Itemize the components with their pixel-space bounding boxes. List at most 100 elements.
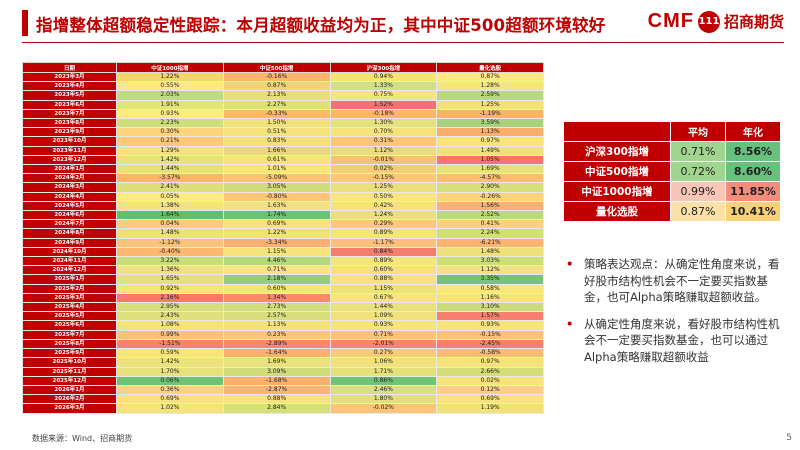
row-value-cell: 1.15% xyxy=(222,246,331,258)
bullet-icon: • xyxy=(566,257,574,271)
row-value-cell: 0.29% xyxy=(329,219,438,230)
row-value-cell: 2.90% xyxy=(436,182,544,193)
table-row: 2023年11月 1.29% 1.66% 1.12% 1.49% xyxy=(22,145,544,156)
table-row: 2025年8月 -1.51% -2.89% -2.01% -2.45% xyxy=(22,338,544,350)
row-value-cell: 1.69% xyxy=(436,164,544,175)
row-date: 2025年2月 xyxy=(22,283,117,294)
summary-row: 中证1000指增 0.99% 11.85% xyxy=(563,181,781,202)
row-value-cell: 1.24% xyxy=(329,210,438,221)
summary-avg: 0.99% xyxy=(670,181,726,202)
row-value-cell: 1.48% xyxy=(116,228,224,239)
header-quant: 量化选股 xyxy=(436,62,544,73)
row-value-cell: 0.87% xyxy=(222,81,331,92)
row-value-cell: 0.23% xyxy=(222,329,331,340)
row-value-cell: 0.94% xyxy=(329,71,438,83)
row-value-cell: 0.71% xyxy=(329,329,438,340)
row-value-cell: 0.93% xyxy=(329,320,438,331)
summary-row: 沪深300指增 0.71% 8.56% xyxy=(563,141,781,162)
row-value-cell: 0.21% xyxy=(116,136,224,147)
note-text: 策略表达观点：从确定性角度来说，看好股市结构性机会不一定要买指数基金，也可Alp… xyxy=(584,257,780,304)
row-value-cell: 2.13% xyxy=(222,90,331,101)
row-value-cell: 0.02% xyxy=(436,375,544,386)
row-value-cell: 1.34% xyxy=(222,292,331,304)
row-value-cell: -3.34% xyxy=(222,237,331,248)
row-value-cell: 0.88% xyxy=(222,394,331,405)
table-row: 2026年3月 1.02% 2.84% -0.02% 1.19% xyxy=(22,403,544,414)
note-text: 从确定性角度来说，看好股市结构性机会不一定要买指数基金，也可以通过Alpha策略… xyxy=(584,316,780,364)
table-row: 2023年6月 1.91% 2.27% 1.52% 1.25% xyxy=(22,99,544,110)
row-date: 2024年3月 xyxy=(22,182,117,193)
summary-label: 中证500指增 xyxy=(563,161,671,182)
row-value-cell: 3.22% xyxy=(116,256,224,267)
row-value-cell: 0.86% xyxy=(329,375,438,386)
row-value-cell: 0.97% xyxy=(436,136,544,147)
summary-label: 量化选股 xyxy=(563,201,671,222)
row-value-cell: -5.09% xyxy=(222,173,331,184)
row-value-cell: 1.09% xyxy=(329,311,438,322)
table-row: 2023年7月 0.93% -0.33% -0.18% -1.19% xyxy=(22,108,544,120)
row-value-cell: 0.36% xyxy=(116,384,224,396)
row-date: 2023年11月 xyxy=(22,145,117,156)
row-value-cell: 0.41% xyxy=(436,219,544,230)
row-date: 2025年4月 xyxy=(22,302,117,313)
row-date: 2024年9月 xyxy=(22,237,117,248)
logo-cmf-text: CMF xyxy=(647,10,694,32)
row-value-cell: -1.68% xyxy=(222,375,331,386)
row-value-cell: 1.02% xyxy=(116,403,224,414)
row-value-cell: -0.40% xyxy=(116,246,224,258)
row-value-cell: 1.63% xyxy=(222,200,331,212)
row-value-cell: 2.43% xyxy=(116,311,224,322)
row-date: 2024年6月 xyxy=(22,210,117,221)
table-row: 2025年9月 0.59% -1.64% 0.27% -0.58% xyxy=(22,348,544,359)
row-date: 2025年7月 xyxy=(22,329,117,340)
row-value-cell: -0.80% xyxy=(222,191,331,202)
row-value-cell: 0.12% xyxy=(436,384,544,396)
row-value-cell: 0.89% xyxy=(329,228,438,239)
table-row: 2024年4月 0.05% -0.80% 0.50% -0.26% xyxy=(22,191,544,202)
row-date: 2025年1月 xyxy=(22,274,117,285)
row-value-cell: 1.01% xyxy=(222,164,331,175)
row-value-cell: 1.30% xyxy=(329,118,438,129)
note-item: • 从确定性角度来说，看好股市结构性机会不一定要买指数基金，也可以通过Alpha… xyxy=(566,316,780,366)
row-value-cell: 0.93% xyxy=(436,320,544,331)
row-value-cell: 1.42% xyxy=(116,154,224,166)
row-value-cell: 2.73% xyxy=(222,302,331,313)
summary-annual: 8.60% xyxy=(725,161,781,182)
row-date: 2026年3月 xyxy=(22,403,117,414)
row-value-cell: 1.56% xyxy=(436,200,544,212)
row-value-cell: 1.52% xyxy=(329,99,438,110)
row-value-cell: 0.84% xyxy=(329,246,438,258)
row-value-cell: 1.57% xyxy=(436,311,544,322)
row-date: 2024年5月 xyxy=(22,200,117,212)
row-value-cell: 1.66% xyxy=(222,145,331,156)
table-row: 2025年12月 0.06% -1.68% 0.86% 0.02% xyxy=(22,375,544,386)
row-value-cell: 0.97% xyxy=(436,357,544,368)
row-date: 2025年9月 xyxy=(22,348,117,359)
summary-label: 中证1000指增 xyxy=(563,181,671,202)
row-value-cell: -0.01% xyxy=(329,154,438,166)
row-value-cell: 1.42% xyxy=(116,357,224,368)
row-value-cell: 3.59% xyxy=(436,118,544,129)
row-value-cell: 1.44% xyxy=(329,302,438,313)
summary-header-blank xyxy=(563,121,671,142)
row-value-cell: -2.01% xyxy=(329,338,438,350)
row-value-cell: 1.70% xyxy=(116,366,224,377)
table-row: 2024年5月 1.38% 1.63% 0.42% 1.56% xyxy=(22,200,544,212)
row-date: 2024年10月 xyxy=(22,246,117,258)
summary-header-row: 平均 年化 xyxy=(563,121,781,142)
row-value-cell: -1.19% xyxy=(436,108,544,120)
row-value-cell: 1.08% xyxy=(116,320,224,331)
summary-annual: 8.56% xyxy=(725,141,781,162)
row-value-cell: 1.25% xyxy=(329,182,438,193)
row-value-cell: 2.18% xyxy=(222,274,331,285)
row-value-cell: 0.70% xyxy=(329,127,438,138)
row-value-cell: 0.06% xyxy=(116,375,224,386)
row-date: 2024年8月 xyxy=(22,228,117,239)
row-value-cell: 1.16% xyxy=(436,292,544,304)
row-date: 2026年2月 xyxy=(22,394,117,405)
table-row: 2024年12月 1.36% 0.71% 0.60% 1.12% xyxy=(22,265,544,276)
row-value-cell: 2.27% xyxy=(222,99,331,110)
row-value-cell: 0.02% xyxy=(329,164,438,175)
table-row: 2026年2月 0.69% 0.88% 1.80% 0.69% xyxy=(22,394,544,405)
row-value-cell: 1.19% xyxy=(436,403,544,414)
